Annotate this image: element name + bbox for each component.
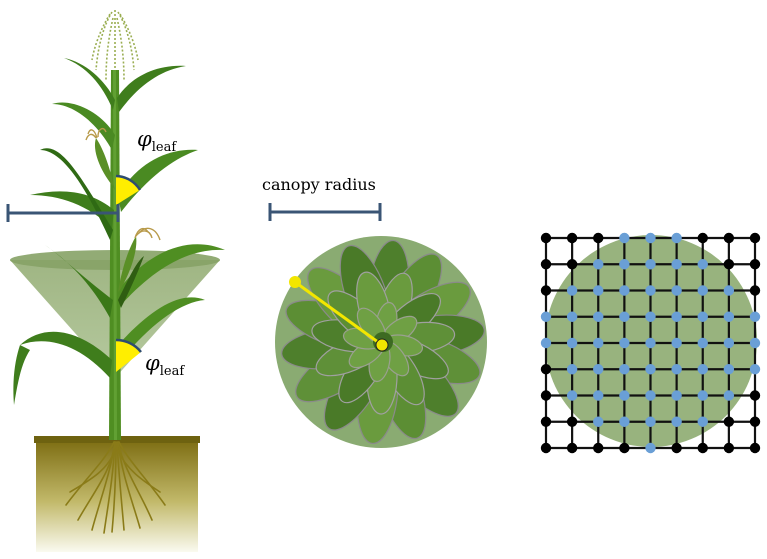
grid-node-covered <box>697 364 708 375</box>
grid-node <box>566 232 578 244</box>
canopy-radius-bar <box>268 203 382 221</box>
grid-node-covered <box>723 285 735 296</box>
grid-node-covered <box>566 390 578 401</box>
grid-node-covered <box>749 337 761 349</box>
grid-node <box>671 442 682 454</box>
grid-node-covered <box>723 311 735 322</box>
grid-node-covered <box>593 259 604 270</box>
grid-node-covered <box>645 311 656 322</box>
grid-node-covered <box>671 232 682 244</box>
grid-node <box>749 285 761 296</box>
grid-node-covered <box>697 311 708 322</box>
leaves <box>13 58 225 405</box>
grid-node-covered <box>619 285 630 296</box>
grid-node-covered <box>697 259 708 270</box>
grid-node <box>749 259 761 270</box>
phi-leaf-label-upper: φleaf <box>137 127 177 155</box>
canopy-radius-label: canopy radius <box>262 175 376 194</box>
grid-node <box>540 442 552 454</box>
grid-node-covered <box>645 232 656 244</box>
grid-node-covered <box>593 285 604 296</box>
grid-node-covered <box>645 364 656 375</box>
grid-node-covered <box>619 311 630 322</box>
grid-node <box>566 442 578 454</box>
grid-node-covered <box>749 364 761 375</box>
grid-node <box>697 442 708 454</box>
grid-node-covered <box>619 337 630 349</box>
grid-node-covered <box>619 390 630 401</box>
grid-node-covered <box>671 285 682 296</box>
plant-radius-bar <box>6 204 120 222</box>
grid-node-covered <box>671 416 682 427</box>
grid-node-covered <box>619 364 630 375</box>
roots <box>65 441 166 534</box>
grid-node-covered <box>619 416 630 427</box>
grid-node-covered <box>723 364 735 375</box>
leaf-angle-lower <box>116 340 141 372</box>
grid-node-covered <box>593 416 604 427</box>
grid-node-covered <box>697 337 708 349</box>
phi-leaf-label-lower: φleaf <box>145 351 185 379</box>
grid-node-covered <box>645 390 656 401</box>
grid-node <box>723 416 735 427</box>
grid-node-covered <box>697 416 708 427</box>
grid-node <box>723 232 735 244</box>
grid-node-covered <box>697 390 708 401</box>
grid-node-covered <box>593 337 604 349</box>
grid-node <box>723 259 735 270</box>
grid-node <box>749 442 761 454</box>
grid-node <box>749 416 761 427</box>
grid-node-covered <box>593 364 604 375</box>
grid-node-covered <box>566 364 578 375</box>
grid-node-covered <box>566 337 578 349</box>
grid-node-covered <box>723 337 735 349</box>
grid-node-covered <box>540 311 552 322</box>
grid-node <box>749 232 761 244</box>
maize-plant-icon: φleaf φleaf <box>6 10 225 552</box>
grid-node-covered <box>645 337 656 349</box>
grid-node-covered <box>566 311 578 322</box>
soil-block <box>36 440 198 552</box>
grid-node-covered <box>593 390 604 401</box>
grid-node <box>566 416 578 427</box>
grid-node-covered <box>566 285 578 296</box>
rosette-plant-icon: canopy radius <box>262 175 487 448</box>
grid-node-covered <box>645 259 656 270</box>
grid-node <box>566 259 578 270</box>
ears <box>85 127 161 308</box>
grid-node-covered <box>593 311 604 322</box>
lattice-grid-icon <box>540 232 761 454</box>
grid-node <box>593 232 604 244</box>
grid-node <box>697 232 708 244</box>
tassel <box>91 10 139 90</box>
grid-node-covered <box>749 311 761 322</box>
grid-node <box>619 442 630 454</box>
grid-node-covered <box>671 364 682 375</box>
grid-node-covered <box>645 442 656 454</box>
grid-node <box>540 390 552 401</box>
grid-node-covered <box>671 311 682 322</box>
grid-node-covered <box>619 232 630 244</box>
grid-node-covered <box>671 259 682 270</box>
grid-node <box>540 259 552 270</box>
grid-node-covered <box>645 416 656 427</box>
grid-node <box>593 442 604 454</box>
grid-node <box>540 416 552 427</box>
grid-node-covered <box>723 390 735 401</box>
rosette-leaves <box>281 239 485 445</box>
grid-node-covered <box>671 337 682 349</box>
radius-line <box>289 276 389 352</box>
grid-node-covered <box>619 259 630 270</box>
grid-node <box>540 232 552 244</box>
grid-node-covered <box>645 285 656 296</box>
grid-node-covered <box>697 285 708 296</box>
grid-node-covered <box>671 390 682 401</box>
grid-node <box>540 285 552 296</box>
grid-node <box>540 364 552 375</box>
grid-node <box>749 390 761 401</box>
grid-node-covered <box>540 337 552 349</box>
grid-node <box>723 442 735 454</box>
